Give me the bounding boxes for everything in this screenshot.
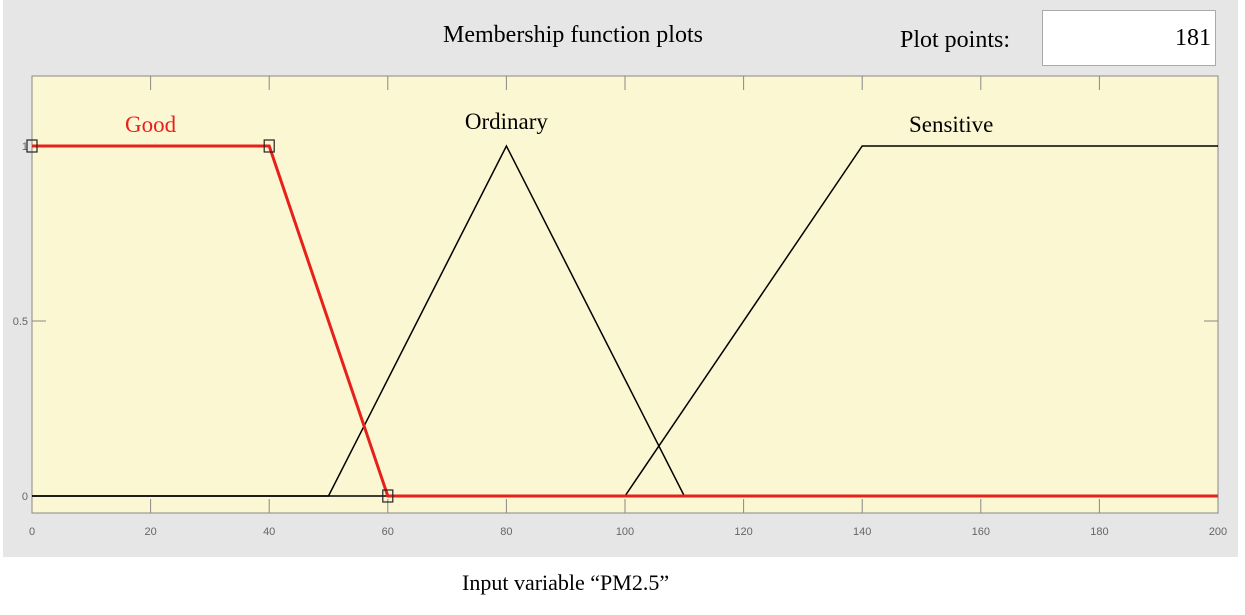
plot-points-input[interactable] bbox=[1042, 10, 1216, 66]
mf-label-sensitive: Sensitive bbox=[909, 112, 993, 137]
y-tick-label: 0.5 bbox=[13, 316, 28, 328]
mf-label-good: Good bbox=[125, 112, 177, 137]
y-tick-label: 1 bbox=[22, 141, 28, 153]
x-tick-label: 60 bbox=[382, 526, 394, 538]
x-tick-label: 40 bbox=[263, 526, 275, 538]
x-axis-label: Input variable “PM2.5” bbox=[462, 570, 670, 595]
x-tick-label: 120 bbox=[734, 526, 752, 538]
x-tick-label: 80 bbox=[500, 526, 512, 538]
mf-vertex-handle bbox=[26, 139, 38, 153]
y-tick-label: 0 bbox=[22, 491, 28, 503]
mf-label-ordinary: Ordinary bbox=[465, 109, 549, 134]
x-tick-label: 140 bbox=[853, 526, 871, 538]
mf-line-sensitive bbox=[32, 145, 1218, 497]
mf-vertex-handle bbox=[263, 139, 275, 153]
x-tick-label: 0 bbox=[29, 526, 35, 538]
plot-points-label: Plot points: bbox=[900, 27, 1011, 53]
mf-vertex-handle bbox=[382, 489, 394, 503]
x-tick-label: 200 bbox=[1209, 526, 1227, 538]
x-tick-label: 160 bbox=[972, 526, 990, 538]
mf-line-good bbox=[32, 144, 1218, 498]
x-tick-label: 20 bbox=[144, 526, 156, 538]
x-tick-label: 180 bbox=[1090, 526, 1108, 538]
panel-title: Membership function plots bbox=[443, 22, 703, 48]
x-tick-label: 100 bbox=[616, 526, 634, 538]
plot-area bbox=[31, 75, 1219, 514]
